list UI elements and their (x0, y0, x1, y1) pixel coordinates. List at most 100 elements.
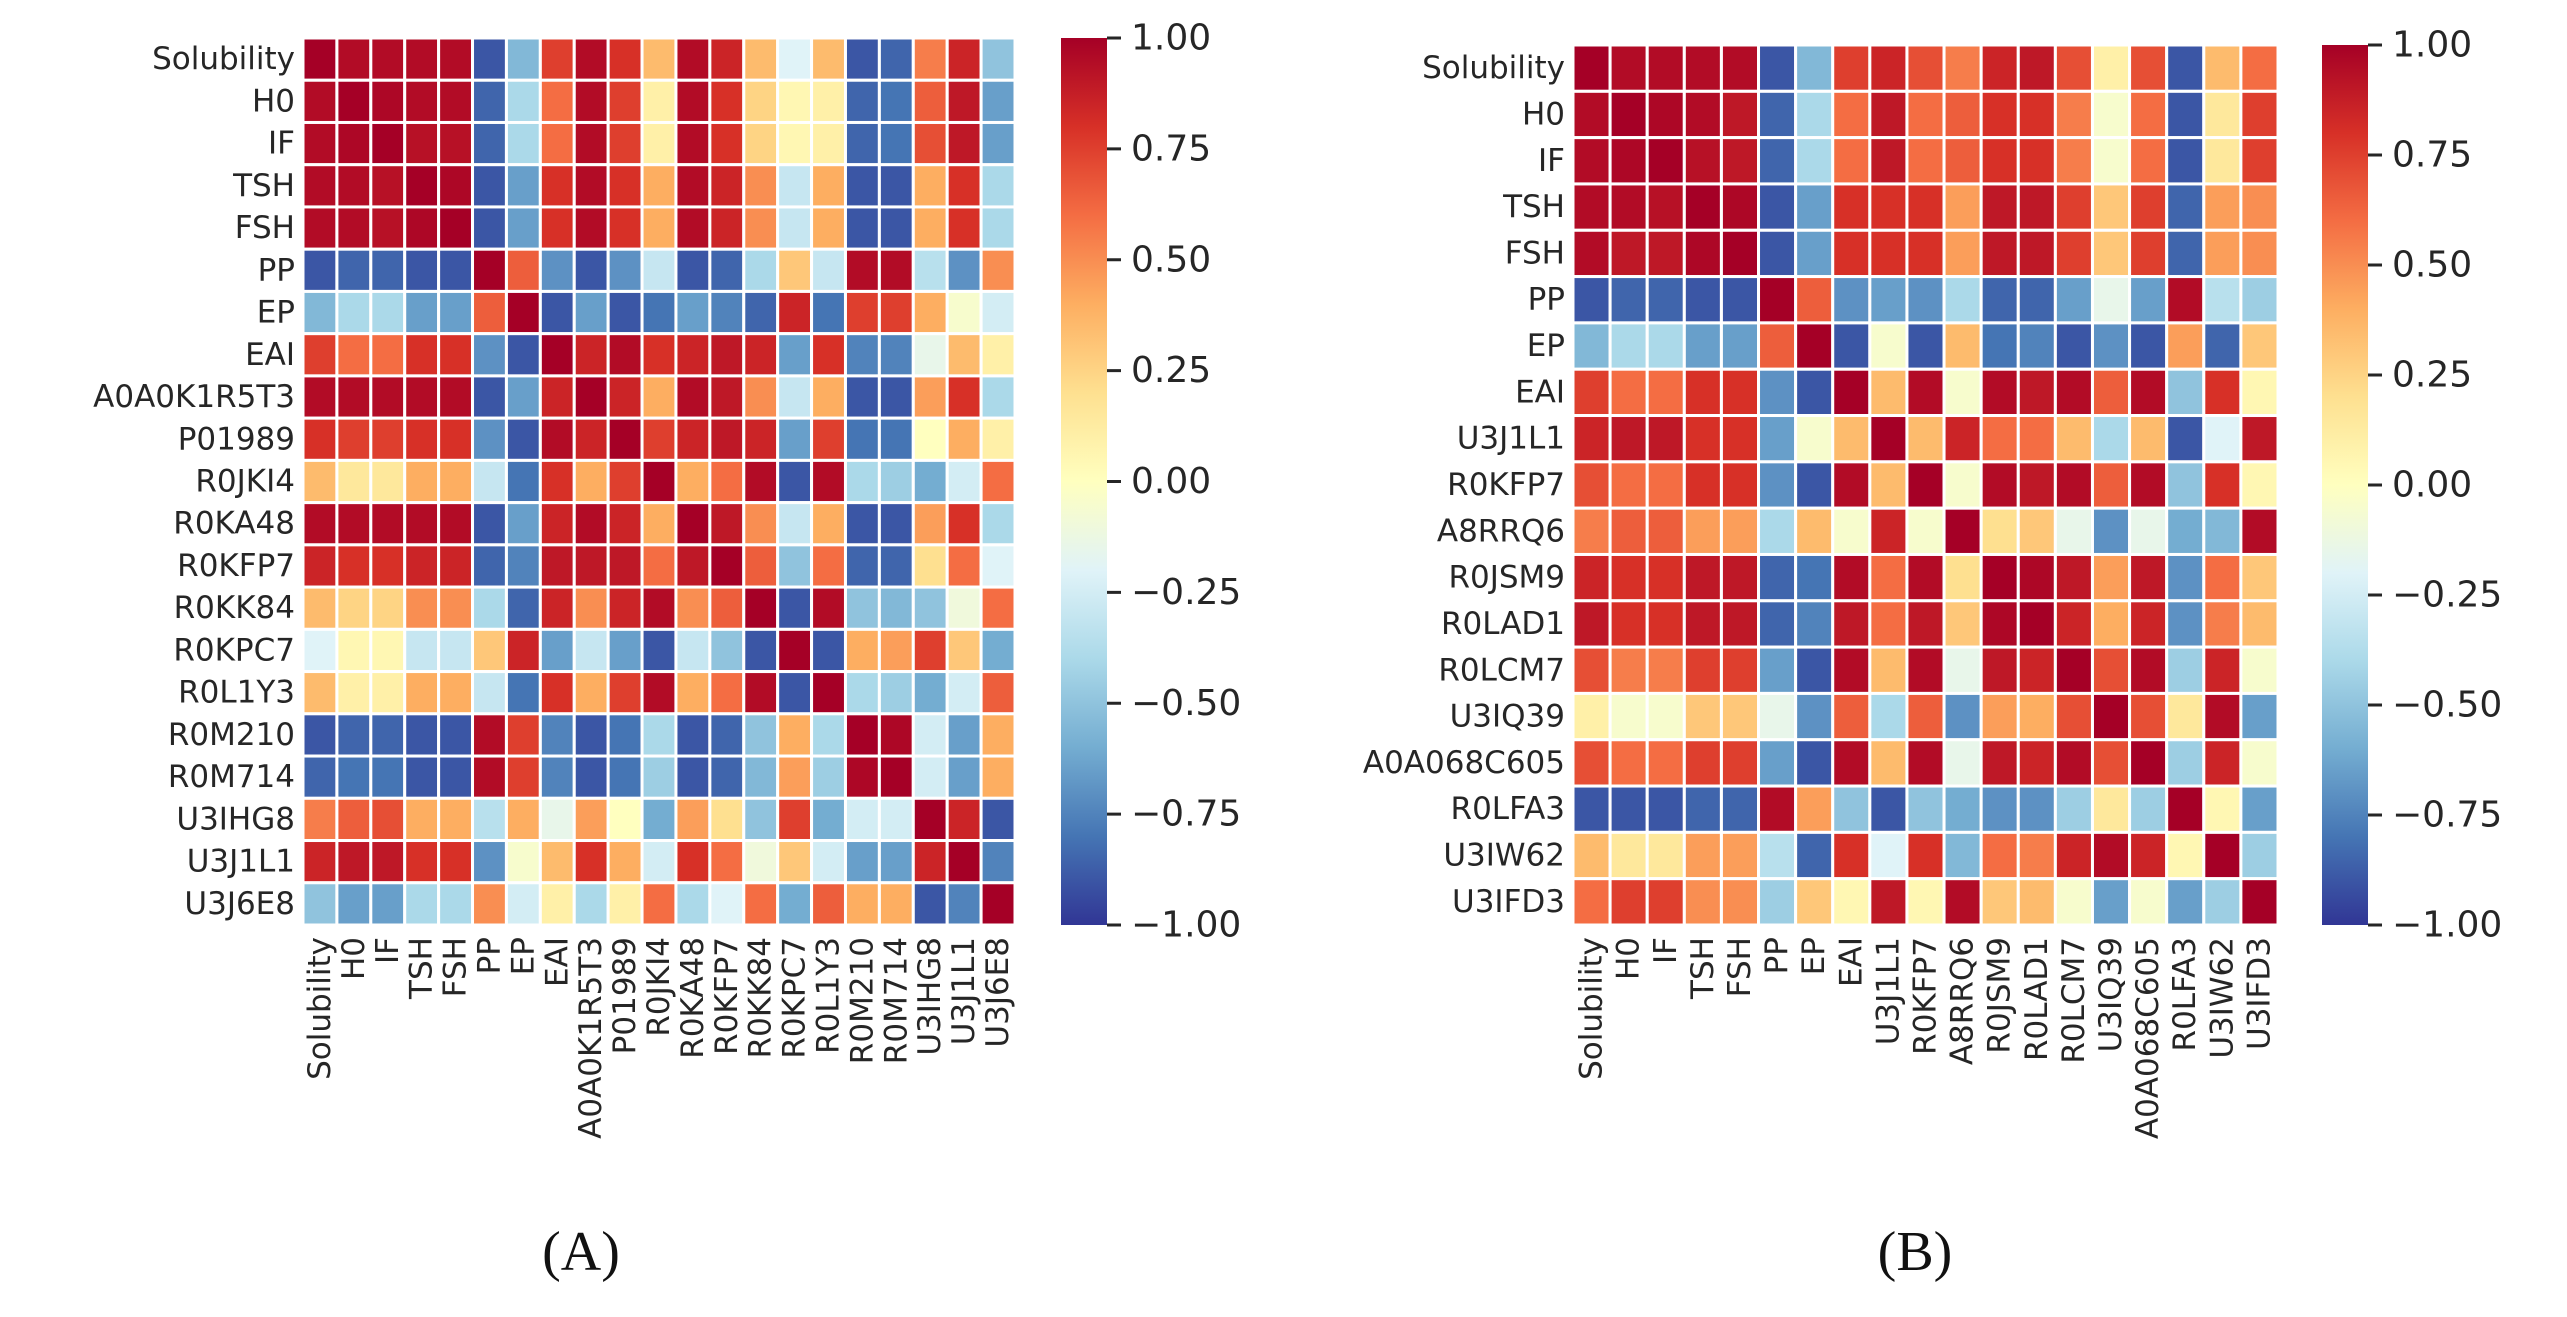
heatmap-cell-a-R0KPC7-A0A0K1R5T3 (572, 627, 610, 674)
colorbar-tick-label: −1.00 (1131, 905, 1241, 946)
heatmap-cell-b-H0-Solubility (1571, 89, 1612, 140)
heatmap-cell-b-R0LFA3-PP (1757, 784, 1798, 834)
heatmap-cell-a-R0KPC7-Solubility (301, 627, 339, 674)
heatmap-cell-b-FSH-U3J1L1 (1868, 228, 1909, 279)
heatmap-cell-b-IF-U3IFD3 (2239, 136, 2280, 186)
heatmap-cell-a-H0-R0L1Y3 (810, 78, 847, 124)
heatmap-cell-b-U3IW62-IF (1645, 830, 1686, 881)
heatmap-cell-a-EAI-U3J6E8 (979, 332, 1017, 378)
heatmap-cell-a-IF-Solubility (301, 120, 339, 167)
heatmap-cell-a-Solubility-P01989 (606, 36, 644, 82)
heatmap-cell-a-PP-R0KK84 (742, 247, 780, 293)
heatmap-cell-b-PP-IF (1645, 275, 1686, 325)
heatmap-cell-a-EAI-U3IHG8 (911, 332, 949, 378)
heatmap-cell-a-R0KFP7-PP (471, 543, 508, 589)
colorbar-tick-label: 0.00 (1131, 461, 1211, 502)
heatmap-cell-a-Solubility-R0L1Y3 (810, 36, 847, 82)
heatmap-cell-b-R0KFP7-PP (1757, 460, 1798, 510)
heatmap-cell-a-Solubility-IF (369, 36, 407, 82)
heatmap-cell-a-R0M714-FSH (437, 754, 475, 800)
heatmap-cell-b-IF-Solubility (1571, 136, 1612, 186)
heatmap-cell-a-Solubility-FSH (437, 36, 475, 82)
heatmap-cell-b-A8RRQ6-R0LFA3 (2165, 506, 2206, 556)
heatmap-cell-a-Solubility-R0KK84 (742, 36, 780, 82)
heatmap-cell-a-R0KFP7-EAI (538, 543, 576, 589)
heatmap-cell-a-R0M714-EP (504, 754, 542, 800)
heatmap-cell-b-Solubility-R0LFA3 (2165, 43, 2206, 93)
heatmap-cell-b-IF-IF (1645, 136, 1686, 186)
heatmap-cell-a-R0KFP7-U3IHG8 (911, 543, 949, 589)
heatmap-cell-b-EAI-FSH (1719, 367, 1761, 418)
row-label: U3J1L1 (187, 844, 295, 880)
heatmap-cell-b-H0-R0LFA3 (2165, 89, 2206, 140)
heatmap-cell-a-Solubility-EAI (538, 36, 576, 82)
column-label: P01989 (607, 937, 643, 1054)
heatmap-cell-a-PP-R0JKI4 (640, 247, 678, 293)
heatmap-cell-b-EAI-U3IQ39 (2090, 367, 2132, 418)
heatmap-cell-a-P01989-R0KFP7 (708, 416, 746, 462)
heatmap-cell-b-FSH-PP (1757, 228, 1798, 279)
heatmap-cell-b-U3IFD3-FSH (1719, 877, 1761, 927)
heatmap-cell-b-TSH-U3IW62 (2202, 182, 2243, 232)
column-label: U3J1L1 (1870, 937, 1906, 1045)
heatmap-cell-a-P01989-R0KA48 (674, 416, 712, 462)
heatmap-cell-b-U3IFD3-TSH (1682, 877, 1723, 927)
heatmap-cell-a-R0KFP7-U3J1L1 (945, 543, 983, 589)
heatmap-cell-b-R0KFP7-A8RRQ6 (1942, 460, 1983, 510)
heatmap-cell-b-U3J1L1-FSH (1719, 414, 1761, 464)
heatmap-cell-a-TSH-R0KFP7 (708, 163, 746, 209)
heatmap-cell-b-IF-U3IW62 (2202, 136, 2243, 186)
heatmap-cell-b-FSH-FSH (1719, 228, 1761, 279)
heatmap-cell-b-U3IW62-R0JSM9 (1979, 830, 2020, 881)
heatmap-cell-a-TSH-R0KPC7 (776, 163, 814, 209)
heatmap-cell-a-R0KA48-U3J6E8 (979, 501, 1017, 547)
heatmap-cell-b-U3J1L1-U3IQ39 (2090, 414, 2132, 464)
heatmap-cell-b-A8RRQ6-R0LCM7 (2053, 506, 2094, 556)
heatmap-cell-a-Solubility-Solubility (301, 36, 339, 82)
heatmap-cell-a-U3IHG8-H0 (335, 796, 373, 843)
heatmap-cell-a-R0M210-U3J6E8 (979, 712, 1017, 758)
heatmap-cell-b-R0LAD1-EAI (1831, 599, 1872, 649)
row-label: A8RRQ6 (1437, 513, 1565, 549)
heatmap-cell-b-TSH-R0JSM9 (1979, 182, 2020, 232)
heatmap-cell-b-R0LCM7-EP (1794, 645, 1835, 695)
heatmap-cell-a-R0L1Y3-R0JKI4 (640, 670, 678, 716)
heatmap-cell-a-P01989-H0 (335, 416, 373, 462)
heatmap-cell-b-A8RRQ6-U3IFD3 (2239, 506, 2280, 556)
colorbar-tick-label: −1.00 (2392, 905, 2502, 946)
heatmap-cell-a-R0L1Y3-R0KFP7 (708, 670, 746, 716)
heatmap-cell-a-R0KPC7-PP (471, 627, 508, 674)
column-label: FSH (438, 937, 474, 997)
heatmap-cell-a-P01989-R0KPC7 (776, 416, 814, 462)
heatmap-cell-b-U3J1L1-EAI (1831, 414, 1872, 464)
heatmap-cell-b-PP-U3IW62 (2202, 275, 2243, 325)
heatmap-cell-a-U3IHG8-R0JKI4 (640, 796, 678, 843)
heatmap-cell-b-R0KFP7-R0LAD1 (2016, 460, 2057, 510)
heatmap-cell-b-A0A068C605-EAI (1831, 738, 1872, 788)
heatmap-cell-b-A8RRQ6-U3J1L1 (1868, 506, 1909, 556)
heatmap-cell-a-EAI-R0M210 (843, 332, 881, 378)
heatmap-cell-b-EP-A0A068C605 (2128, 321, 2169, 371)
heatmap-cell-b-U3IFD3-U3J1L1 (1868, 877, 1909, 927)
heatmap-cell-a-A0A0K1R5T3-R0KA48 (674, 374, 712, 420)
heatmap-cell-a-R0KPC7-FSH (437, 627, 475, 674)
heatmap-cell-a-H0-H0 (335, 78, 373, 124)
heatmap-cell-a-P01989-U3J1L1 (945, 416, 983, 462)
heatmap-cell-a-U3IHG8-EAI (538, 796, 576, 843)
heatmap-cell-b-FSH-Solubility (1571, 228, 1612, 279)
column-label: EAI (539, 937, 575, 987)
heatmap-cell-b-U3IFD3-Solubility (1571, 877, 1612, 927)
heatmap-cell-a-R0M210-R0KK84 (742, 712, 780, 758)
heatmap-cell-b-R0KFP7-R0LFA3 (2165, 460, 2206, 510)
heatmap-cell-b-PP-R0JSM9 (1979, 275, 2020, 325)
heatmap-cell-a-EP-U3J1L1 (945, 289, 983, 336)
heatmap-cell-b-EAI-R0LCM7 (2053, 367, 2094, 418)
heatmap-cell-b-U3IW62-Solubility (1571, 830, 1612, 881)
heatmap-cell-a-R0KPC7-R0KA48 (674, 627, 712, 674)
heatmap-cell-a-TSH-R0KA48 (674, 163, 712, 209)
row-label: FSH (1505, 235, 1565, 271)
heatmap-cell-a-R0KK84-R0L1Y3 (810, 585, 847, 631)
heatmap-cell-b-EAI-R0LFA3 (2165, 367, 2206, 418)
heatmap-cell-b-TSH-EAI (1831, 182, 1872, 232)
heatmap-cell-b-EP-R0KFP7 (1905, 321, 1946, 371)
